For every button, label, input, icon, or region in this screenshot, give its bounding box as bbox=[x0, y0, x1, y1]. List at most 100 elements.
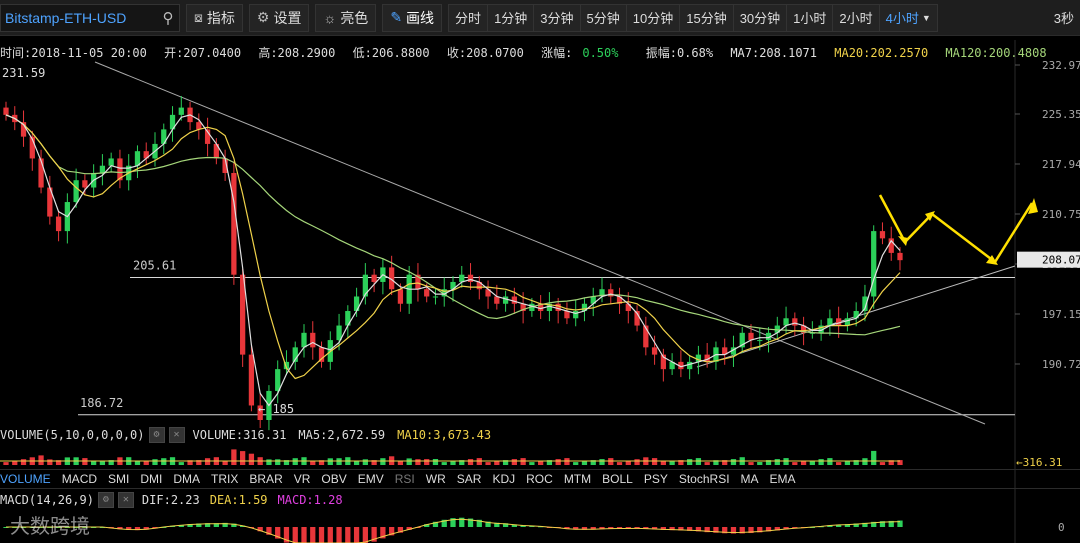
search-icon[interactable]: ⚲ bbox=[162, 9, 174, 27]
theme-label: 亮色 bbox=[340, 9, 369, 26]
volume-bar bbox=[134, 461, 141, 465]
volume-bar bbox=[783, 458, 789, 465]
macd-bar bbox=[669, 527, 675, 531]
refresh-interval[interactable]: 3秒 bbox=[1053, 11, 1074, 26]
macd-bar bbox=[651, 527, 658, 530]
period-tabs: 分时 1分钟 3分钟 5分钟 10分钟 15分钟 30分钟 1小时 2小时 4小… bbox=[448, 3, 938, 32]
macd-bar bbox=[616, 527, 623, 529]
macd-bar bbox=[783, 527, 789, 530]
indicator-tab-stochrsi[interactable]: StochRSI bbox=[678, 472, 730, 486]
indicator-tab-ma[interactable]: MA bbox=[740, 472, 759, 486]
period-tab[interactable]: 1分钟 bbox=[488, 3, 535, 32]
volume-bar bbox=[879, 462, 886, 465]
period-label: 分时 bbox=[455, 11, 482, 26]
volume-bar bbox=[362, 459, 368, 465]
volume-tag: ←316.31 bbox=[1016, 456, 1062, 469]
period-tab[interactable]: 分时 bbox=[448, 3, 489, 32]
volume-bar bbox=[765, 460, 772, 465]
candle bbox=[467, 274, 474, 282]
draw-button[interactable]: ✎ 画线 bbox=[382, 3, 443, 32]
volume-bar bbox=[82, 458, 88, 465]
indicators-button[interactable]: ⧇ 指标 bbox=[186, 3, 243, 32]
info-high: 高:208.2900 bbox=[258, 46, 336, 60]
candle bbox=[415, 274, 421, 290]
y-tick-label: 190.72 bbox=[1042, 358, 1080, 371]
candle bbox=[82, 180, 88, 188]
indicator-tab-macd[interactable]: MACD bbox=[61, 472, 98, 486]
close-icon[interactable]: ✕ bbox=[117, 492, 134, 508]
macd-zero-label: 0 bbox=[1058, 521, 1065, 534]
candle bbox=[704, 354, 710, 362]
indicator-tab-psy[interactable]: PSY bbox=[643, 472, 668, 486]
macd-bar bbox=[774, 527, 780, 531]
period-tab-active[interactable]: 4小时 ▼ bbox=[879, 3, 938, 32]
indicator-tab-roc[interactable]: ROC bbox=[526, 472, 553, 486]
gear-icon[interactable]: ⚙ bbox=[97, 492, 114, 508]
candle bbox=[757, 340, 763, 342]
period-tab[interactable]: 30分钟 bbox=[733, 3, 788, 32]
candle bbox=[660, 354, 666, 370]
macd-bar bbox=[231, 523, 237, 527]
indicator-tab-sar[interactable]: SAR bbox=[456, 472, 482, 486]
indicator-tab-kdj[interactable]: KDJ bbox=[492, 472, 516, 486]
candle bbox=[573, 311, 579, 319]
indicator-tab-volume[interactable]: VOLUME bbox=[0, 472, 51, 486]
period-tab[interactable]: 2小时 bbox=[833, 3, 880, 32]
macd-bar bbox=[476, 519, 482, 527]
period-tab[interactable]: 15分钟 bbox=[680, 3, 734, 32]
volume-bar bbox=[713, 460, 719, 465]
theme-button[interactable]: ☼ 亮色 bbox=[315, 3, 377, 32]
indicator-tab-vr[interactable]: VR bbox=[293, 472, 311, 486]
indicator-tab-obv[interactable]: OBV bbox=[321, 472, 347, 486]
candle bbox=[441, 289, 447, 297]
volume-bar bbox=[862, 458, 868, 465]
macd-bar bbox=[275, 527, 281, 539]
symbol-selector[interactable]: Bitstamp-ETH-USD ⚲ bbox=[0, 3, 180, 32]
indicator-tab-dma[interactable]: DMA bbox=[173, 472, 201, 486]
period-tab[interactable]: 3分钟 bbox=[534, 3, 581, 32]
candle bbox=[178, 107, 184, 115]
indicator-tab-ema[interactable]: EMA bbox=[769, 472, 796, 486]
indicator-tab-boll[interactable]: BOLL bbox=[602, 472, 633, 486]
macd-bar bbox=[608, 527, 614, 529]
volume-bar bbox=[371, 460, 377, 465]
indicator-tab-emv[interactable]: EMV bbox=[357, 472, 384, 486]
candle bbox=[494, 296, 500, 304]
indicator-tab-rsi[interactable]: RSI bbox=[394, 472, 415, 486]
candle bbox=[450, 281, 456, 290]
volume-bar bbox=[450, 461, 456, 465]
candle bbox=[55, 216, 62, 232]
forecast-arrow-head bbox=[898, 236, 908, 246]
volume-bar bbox=[3, 462, 9, 465]
close-icon[interactable]: ✕ bbox=[168, 427, 185, 443]
indicator-tab-dmi[interactable]: DMI bbox=[140, 472, 163, 486]
macd-bar bbox=[178, 524, 184, 527]
candle bbox=[625, 303, 631, 312]
period-label: 4小时 bbox=[885, 11, 919, 26]
period-label: 1小时 bbox=[793, 11, 827, 26]
macd-bar bbox=[722, 527, 728, 534]
info-ma20: MA20:202.2570 bbox=[834, 46, 929, 60]
candle bbox=[774, 325, 780, 333]
candle bbox=[143, 151, 149, 159]
indicator-tab-trix[interactable]: TRIX bbox=[211, 472, 239, 486]
indicator-tab-smi[interactable]: SMI bbox=[108, 472, 130, 486]
info-time: 时间:2018-11-05 20:00 bbox=[0, 46, 147, 60]
macd-bar bbox=[713, 527, 719, 533]
gear-icon[interactable]: ⚙ bbox=[148, 427, 165, 443]
draw-label: 画线 bbox=[406, 9, 435, 26]
volume-bar bbox=[590, 460, 596, 465]
volume-bar bbox=[651, 458, 658, 465]
period-tab[interactable]: 1小时 bbox=[787, 3, 834, 32]
macd-bar bbox=[853, 523, 859, 527]
indicator-tab-wr[interactable]: WR bbox=[425, 472, 446, 486]
macd-bar bbox=[502, 523, 509, 527]
indicator-tab-brar[interactable]: BRAR bbox=[249, 472, 283, 486]
volume-bar bbox=[55, 460, 62, 465]
period-tab[interactable]: 10分钟 bbox=[626, 3, 681, 32]
period-tab[interactable]: 5分钟 bbox=[580, 3, 627, 32]
candle bbox=[134, 151, 141, 166]
settings-button[interactable]: ⚙ 设置 bbox=[248, 3, 310, 32]
indicator-tab-mtm[interactable]: MTM bbox=[563, 472, 592, 486]
